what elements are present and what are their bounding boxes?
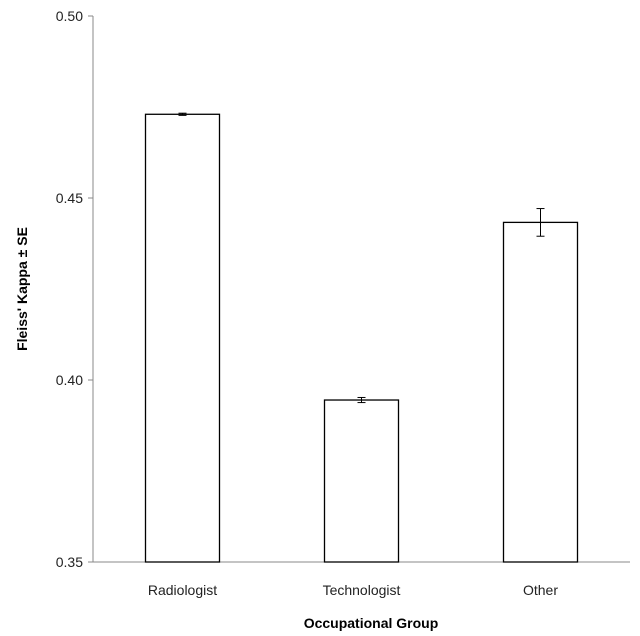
x-tick-label: Technologist bbox=[323, 582, 401, 598]
y-tick-label: 0.35 bbox=[56, 554, 83, 570]
error-bars bbox=[178, 112, 545, 404]
y-axis-title: Fleiss' Kappa ± SE bbox=[14, 227, 30, 351]
x-axis-title: Occupational Group bbox=[304, 615, 439, 631]
x-tick-label: Radiologist bbox=[148, 582, 217, 598]
y-tick-label: 0.40 bbox=[56, 372, 83, 388]
bars bbox=[144, 113, 579, 563]
y-axis bbox=[88, 15, 94, 563]
y-tick-label: 0.45 bbox=[56, 190, 83, 206]
tick-labels: 0.35 0.40 0.45 0.50 Radiologist Technologist O… bbox=[56, 8, 559, 598]
x-tick-label: Other bbox=[523, 582, 558, 598]
y-tick-label: 0.50 bbox=[56, 8, 83, 24]
bar-radiologist bbox=[144, 113, 221, 563]
bar-technologist bbox=[323, 399, 400, 563]
bar-other bbox=[502, 221, 579, 563]
